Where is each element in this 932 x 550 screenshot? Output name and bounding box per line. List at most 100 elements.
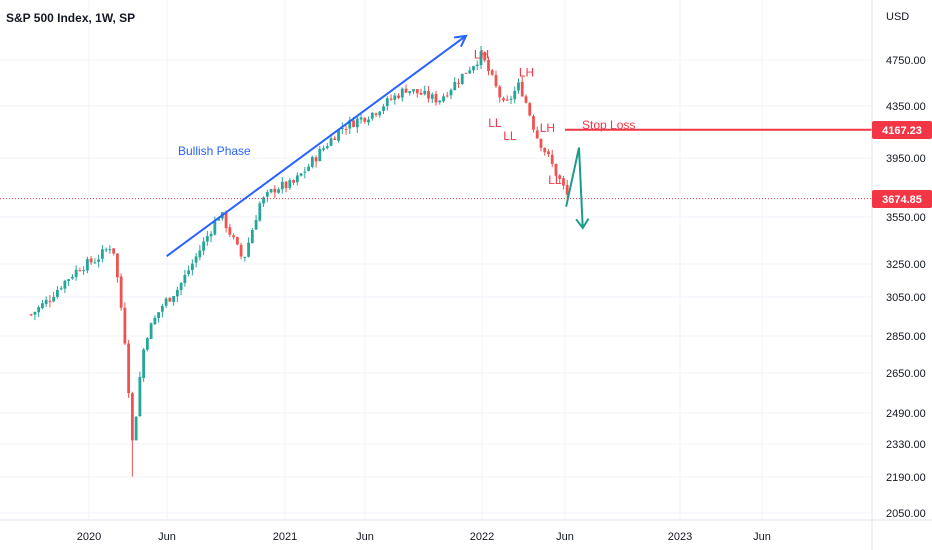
time-tick-label: Jun xyxy=(158,531,176,543)
candle xyxy=(498,84,502,103)
candle xyxy=(168,297,172,302)
bullish-trend-line[interactable] xyxy=(166,35,467,257)
candle-body xyxy=(123,307,127,344)
candle xyxy=(59,285,63,291)
time-axis[interactable]: 2020 Jun 2021 Jun 2022 Jun 2023 Jun xyxy=(0,519,932,543)
price-tick-label: 4350.00 xyxy=(886,101,926,113)
candle xyxy=(273,185,277,199)
pivot-label[interactable]: LH xyxy=(519,66,534,80)
candle-body xyxy=(558,175,562,179)
candle-body xyxy=(97,259,101,262)
candle xyxy=(82,266,86,275)
bullish-phase-label[interactable]: Bullish Phase xyxy=(178,144,251,158)
candle-body xyxy=(359,117,363,120)
candle-body xyxy=(265,192,269,197)
candle-body xyxy=(288,180,292,188)
candle-body xyxy=(213,220,217,235)
candle xyxy=(44,296,48,308)
candle-body xyxy=(63,280,67,289)
candle xyxy=(554,163,558,177)
candle xyxy=(479,45,483,70)
candle-body xyxy=(198,250,202,258)
candle xyxy=(438,100,442,105)
candle-body xyxy=(205,236,209,242)
candle xyxy=(427,86,430,103)
pivot-label[interactable]: LL xyxy=(488,116,502,130)
candle-body xyxy=(250,230,254,244)
candle-body xyxy=(442,96,445,102)
pivot-label[interactable]: LL xyxy=(503,129,517,143)
price-axis[interactable]: 4750.00 4350.00 3950.00 3550.00 3250.00 3050.… xyxy=(871,0,926,550)
candle xyxy=(119,273,123,311)
candle xyxy=(449,88,453,100)
candle xyxy=(442,93,445,103)
candle xyxy=(487,56,490,76)
candle-body xyxy=(337,129,340,141)
candle-body xyxy=(217,218,220,221)
candle xyxy=(157,312,161,323)
candle-body xyxy=(472,66,475,71)
candle xyxy=(415,88,419,98)
candle xyxy=(284,180,288,193)
candle xyxy=(562,176,565,190)
candle-body xyxy=(273,188,277,193)
price-tick-label: 3950.00 xyxy=(886,153,926,165)
candle xyxy=(385,96,389,111)
candle xyxy=(329,135,333,147)
candle xyxy=(292,179,295,186)
candle xyxy=(389,94,393,102)
candle xyxy=(299,172,303,177)
candle xyxy=(183,269,187,287)
candle-body xyxy=(187,270,191,275)
candle xyxy=(228,223,232,237)
candle-body xyxy=(524,96,528,103)
candle xyxy=(130,391,134,477)
pivot-label[interactable]: LH xyxy=(474,47,489,61)
price-tick-label: 2650.00 xyxy=(886,368,926,380)
candle-body xyxy=(56,289,59,297)
candles xyxy=(29,45,569,477)
candle xyxy=(509,95,513,104)
price-tick-label: 2490.00 xyxy=(886,408,926,420)
candle-body xyxy=(423,90,427,95)
pivot-label[interactable]: LL xyxy=(548,173,562,187)
candle xyxy=(393,93,397,105)
candle-body xyxy=(280,181,284,190)
candle-body xyxy=(119,276,123,308)
candle-body xyxy=(239,244,243,257)
candle xyxy=(340,122,344,135)
candle-body xyxy=(322,148,325,150)
candle xyxy=(464,72,468,74)
candle-body xyxy=(419,92,423,95)
candle-body xyxy=(528,103,532,116)
candle xyxy=(408,91,412,96)
candle-body xyxy=(224,211,228,229)
candle xyxy=(93,258,97,264)
candle xyxy=(460,73,464,86)
candle xyxy=(475,60,479,71)
candle-body xyxy=(138,376,142,417)
candle xyxy=(348,116,352,134)
candle-body xyxy=(464,72,468,74)
candle-body xyxy=(93,262,97,264)
stop-loss-label[interactable]: Stop Loss xyxy=(582,118,635,132)
candle xyxy=(78,267,82,272)
candle-body xyxy=(344,129,348,131)
projection-path[interactable] xyxy=(565,147,584,229)
candle-body xyxy=(475,64,479,67)
candle xyxy=(333,135,337,141)
candle-body xyxy=(430,94,434,99)
pivot-label[interactable]: LH xyxy=(540,121,555,135)
currency-label: USD xyxy=(886,11,909,23)
candle-body xyxy=(314,157,318,162)
candle xyxy=(430,92,434,104)
candle xyxy=(142,347,146,382)
candle xyxy=(280,177,284,194)
candle xyxy=(37,305,41,318)
candle xyxy=(524,94,528,104)
candle xyxy=(194,252,198,268)
candle xyxy=(565,179,569,199)
candle xyxy=(108,245,112,254)
candle xyxy=(138,371,142,417)
candle xyxy=(355,117,359,133)
